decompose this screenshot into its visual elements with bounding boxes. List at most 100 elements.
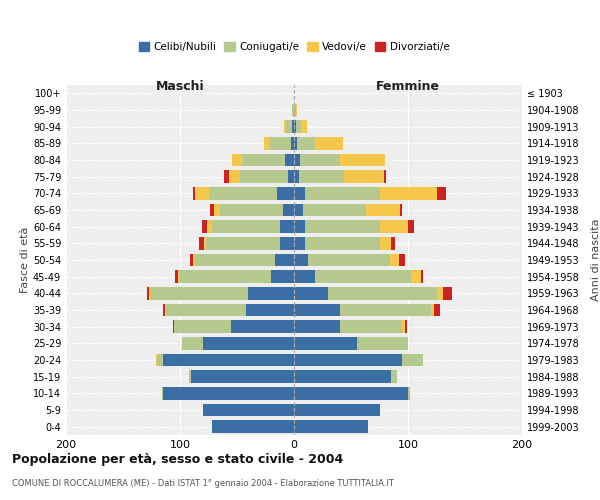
Bar [292, 120, 294, 133]
Bar [224, 170, 229, 183]
Bar [292, 104, 294, 117]
Y-axis label: Fasce di età: Fasce di età [20, 227, 30, 293]
Bar [265, 137, 270, 149]
Bar [400, 204, 402, 216]
Bar [294, 204, 303, 216]
Bar [421, 270, 423, 283]
Bar [328, 287, 437, 300]
Bar [294, 270, 314, 283]
Bar [151, 287, 248, 300]
Bar [203, 337, 294, 349]
Bar [294, 120, 296, 133]
Bar [294, 220, 305, 233]
Bar [190, 254, 193, 266]
Bar [178, 270, 180, 283]
Bar [294, 387, 408, 400]
Bar [189, 370, 191, 383]
Bar [242, 154, 285, 166]
Bar [220, 204, 283, 216]
Bar [300, 154, 340, 166]
Bar [391, 237, 395, 250]
Text: Maschi: Maschi [155, 80, 205, 93]
Bar [356, 337, 408, 349]
Bar [147, 287, 149, 300]
Bar [305, 237, 380, 250]
Bar [289, 170, 294, 183]
Bar [431, 304, 434, 316]
Bar [340, 304, 431, 316]
Bar [286, 120, 292, 133]
Bar [294, 137, 298, 149]
Bar [294, 370, 391, 383]
Bar [294, 404, 380, 416]
Bar [212, 220, 280, 233]
Bar [156, 354, 157, 366]
Bar [294, 254, 308, 266]
Bar [294, 337, 356, 349]
Bar [299, 170, 344, 183]
Bar [404, 320, 407, 333]
Bar [443, 287, 452, 300]
Bar [408, 387, 410, 400]
Bar [162, 387, 163, 400]
Y-axis label: Anni di nascita: Anni di nascita [591, 219, 600, 301]
Bar [344, 170, 384, 183]
Bar [206, 237, 280, 250]
Bar [157, 354, 163, 366]
Bar [434, 304, 440, 316]
Bar [232, 320, 294, 333]
Bar [163, 387, 294, 400]
Bar [280, 237, 294, 250]
Bar [163, 354, 294, 366]
Bar [399, 254, 404, 266]
Bar [294, 304, 340, 316]
Bar [380, 187, 437, 200]
Bar [193, 254, 195, 266]
Bar [340, 320, 403, 333]
Text: Popolazione per età, sesso e stato civile - 2004: Popolazione per età, sesso e stato civil… [12, 452, 343, 466]
Bar [248, 287, 294, 300]
Bar [296, 104, 298, 117]
Bar [212, 420, 294, 433]
Bar [403, 354, 423, 366]
Bar [275, 254, 294, 266]
Bar [204, 237, 206, 250]
Bar [285, 154, 294, 166]
Text: Femmine: Femmine [376, 80, 440, 93]
Bar [173, 320, 174, 333]
Bar [283, 204, 294, 216]
Bar [294, 104, 296, 117]
Bar [165, 304, 166, 316]
Bar [294, 420, 368, 433]
Bar [195, 187, 209, 200]
Bar [199, 237, 204, 250]
Bar [163, 304, 165, 316]
Bar [380, 237, 391, 250]
Bar [412, 270, 421, 283]
Bar [180, 270, 271, 283]
Bar [241, 170, 289, 183]
Bar [166, 304, 246, 316]
Bar [294, 287, 328, 300]
Bar [191, 370, 294, 383]
Bar [298, 137, 314, 149]
Bar [193, 187, 195, 200]
Bar [391, 370, 397, 383]
Bar [408, 220, 414, 233]
Bar [229, 170, 241, 183]
Bar [208, 220, 212, 233]
Bar [284, 120, 286, 133]
Bar [314, 137, 343, 149]
Bar [308, 254, 390, 266]
Bar [270, 137, 290, 149]
Legend: Celibi/Nubili, Coniugati/e, Vedovi/e, Divorziati/e: Celibi/Nubili, Coniugati/e, Vedovi/e, Di… [134, 38, 454, 56]
Bar [437, 287, 443, 300]
Bar [195, 254, 275, 266]
Bar [149, 287, 151, 300]
Bar [301, 120, 307, 133]
Bar [294, 354, 403, 366]
Bar [290, 137, 294, 149]
Bar [296, 120, 301, 133]
Bar [280, 220, 294, 233]
Bar [305, 220, 380, 233]
